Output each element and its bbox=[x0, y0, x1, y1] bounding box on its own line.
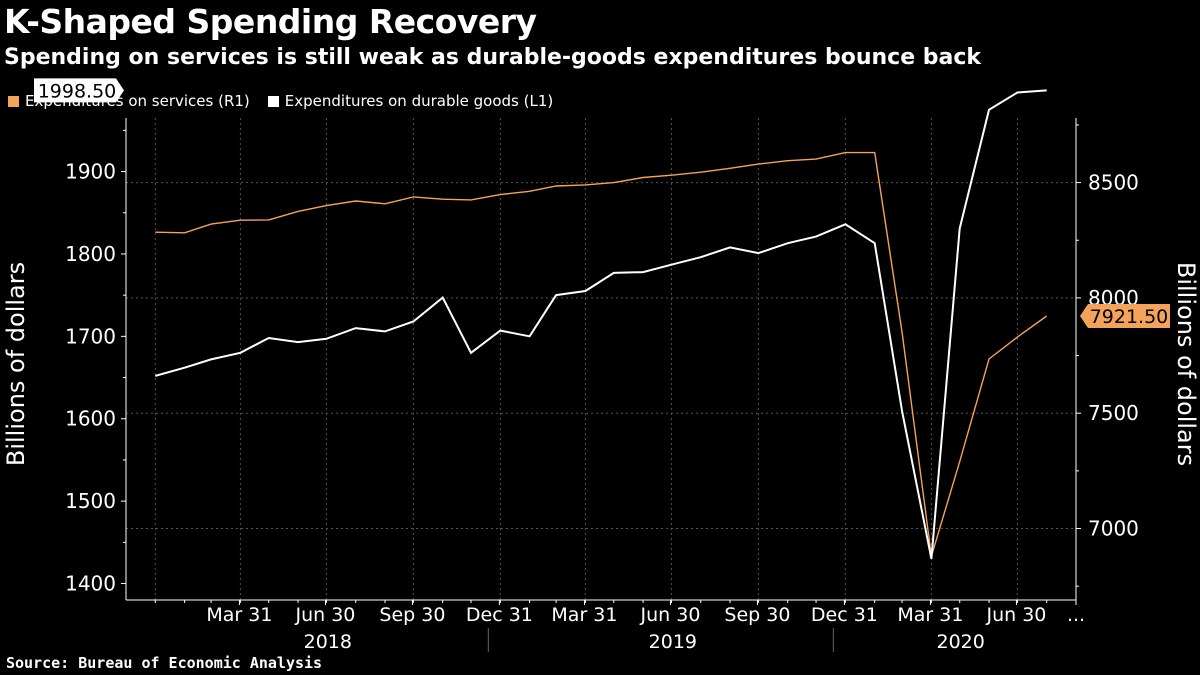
series-lines bbox=[155, 89, 1048, 559]
right-tick-label: 7500 bbox=[1088, 401, 1139, 425]
last-value-label-durable: 1998.50 bbox=[34, 78, 124, 103]
right-axis-title: Billions of dollars bbox=[1172, 262, 1200, 466]
x-tick-label: Mar 31 bbox=[897, 604, 963, 626]
value-labels: 1998.50 7921.50 bbox=[34, 78, 1170, 328]
x-tick-label: Sep 30 bbox=[379, 604, 445, 626]
legend-swatch-services bbox=[8, 95, 19, 107]
last-value-text-durable: 1998.50 bbox=[38, 80, 117, 102]
x-tick-label: Jun 30 bbox=[294, 604, 355, 626]
legend-label-durable: Expenditures on durable goods (L1) bbox=[284, 92, 554, 110]
last-value-label-services: 7921.50 bbox=[1080, 303, 1170, 328]
gridlines bbox=[126, 118, 1076, 600]
chart-title: K-Shaped Spending Recovery bbox=[4, 2, 537, 41]
last-value-flag-services bbox=[1080, 303, 1170, 328]
x-tick-label: Jun 30 bbox=[640, 604, 701, 626]
x-tick-label: Sep 30 bbox=[724, 604, 790, 626]
x-year-label: 2020 bbox=[936, 631, 984, 653]
left-tick-label: 1400 bbox=[65, 572, 116, 596]
left-tick-label: 1900 bbox=[65, 160, 116, 184]
x-tick-label: ... bbox=[1067, 604, 1085, 626]
source-note: Source: Bureau of Economic Analysis bbox=[6, 654, 323, 672]
x-tick-label: Jun 30 bbox=[985, 604, 1046, 626]
x-year-label: 2018 bbox=[304, 631, 352, 653]
right-tick-label: 8500 bbox=[1088, 171, 1139, 195]
left-tick-label: 1600 bbox=[65, 407, 116, 431]
legend-item-durable: Expenditures on durable goods (L1) bbox=[267, 92, 554, 110]
left-axis-title: Billions of dollars bbox=[2, 262, 30, 466]
chart-subtitle: Spending on services is still weak as du… bbox=[4, 45, 982, 70]
last-value-flag-durable bbox=[34, 78, 124, 103]
x-tick-label: Dec 31 bbox=[811, 604, 878, 626]
axes: 1400150016001700180019007000750080008500… bbox=[2, 118, 1200, 653]
left-tick-label: 1700 bbox=[65, 324, 116, 348]
right-tick-label: 7000 bbox=[1088, 517, 1139, 541]
legend-swatch-durable bbox=[267, 95, 279, 107]
x-tick-label: Dec 31 bbox=[466, 604, 533, 626]
series-line-services bbox=[155, 151, 1048, 557]
left-tick-label: 1500 bbox=[65, 489, 116, 513]
last-value-text-services: 7921.50 bbox=[1090, 306, 1169, 328]
x-tick-label: Mar 31 bbox=[206, 604, 272, 626]
x-tick-label: Mar 31 bbox=[551, 604, 617, 626]
x-year-label: 2019 bbox=[649, 631, 697, 653]
left-tick-label: 1800 bbox=[65, 242, 116, 266]
series-line-durable bbox=[155, 89, 1047, 559]
